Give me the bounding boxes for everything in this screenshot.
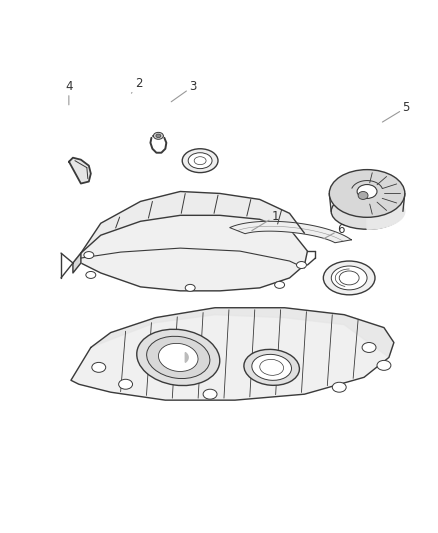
Ellipse shape (137, 329, 220, 385)
Ellipse shape (159, 343, 198, 372)
Ellipse shape (377, 360, 391, 370)
Ellipse shape (331, 266, 367, 290)
Polygon shape (367, 169, 405, 229)
Ellipse shape (260, 359, 283, 375)
Ellipse shape (323, 261, 375, 295)
Polygon shape (69, 158, 91, 183)
Text: 3: 3 (171, 80, 197, 102)
Polygon shape (73, 253, 81, 273)
Ellipse shape (188, 153, 212, 168)
Ellipse shape (92, 362, 106, 373)
Ellipse shape (185, 285, 195, 292)
Polygon shape (71, 308, 394, 400)
Ellipse shape (275, 281, 285, 288)
Ellipse shape (203, 389, 217, 399)
Ellipse shape (156, 134, 161, 138)
Ellipse shape (84, 252, 94, 259)
Ellipse shape (358, 191, 368, 199)
Ellipse shape (297, 262, 307, 269)
Ellipse shape (362, 343, 376, 352)
Ellipse shape (332, 382, 346, 392)
Ellipse shape (357, 184, 377, 198)
Ellipse shape (86, 271, 96, 278)
Ellipse shape (147, 336, 210, 378)
Ellipse shape (331, 193, 403, 229)
Ellipse shape (182, 149, 218, 173)
Text: 5: 5 (382, 101, 410, 122)
Polygon shape (230, 221, 351, 243)
Polygon shape (81, 191, 304, 253)
Text: 2: 2 (131, 77, 142, 93)
Polygon shape (91, 308, 394, 358)
Ellipse shape (194, 157, 206, 165)
Text: 4: 4 (65, 80, 73, 105)
Text: 6: 6 (324, 223, 345, 239)
Ellipse shape (252, 354, 292, 381)
Text: 1: 1 (252, 209, 279, 231)
Ellipse shape (153, 132, 163, 139)
Ellipse shape (244, 349, 300, 385)
Polygon shape (185, 352, 188, 362)
Ellipse shape (329, 169, 405, 217)
Ellipse shape (119, 379, 133, 389)
Ellipse shape (339, 271, 359, 285)
Polygon shape (73, 215, 307, 291)
